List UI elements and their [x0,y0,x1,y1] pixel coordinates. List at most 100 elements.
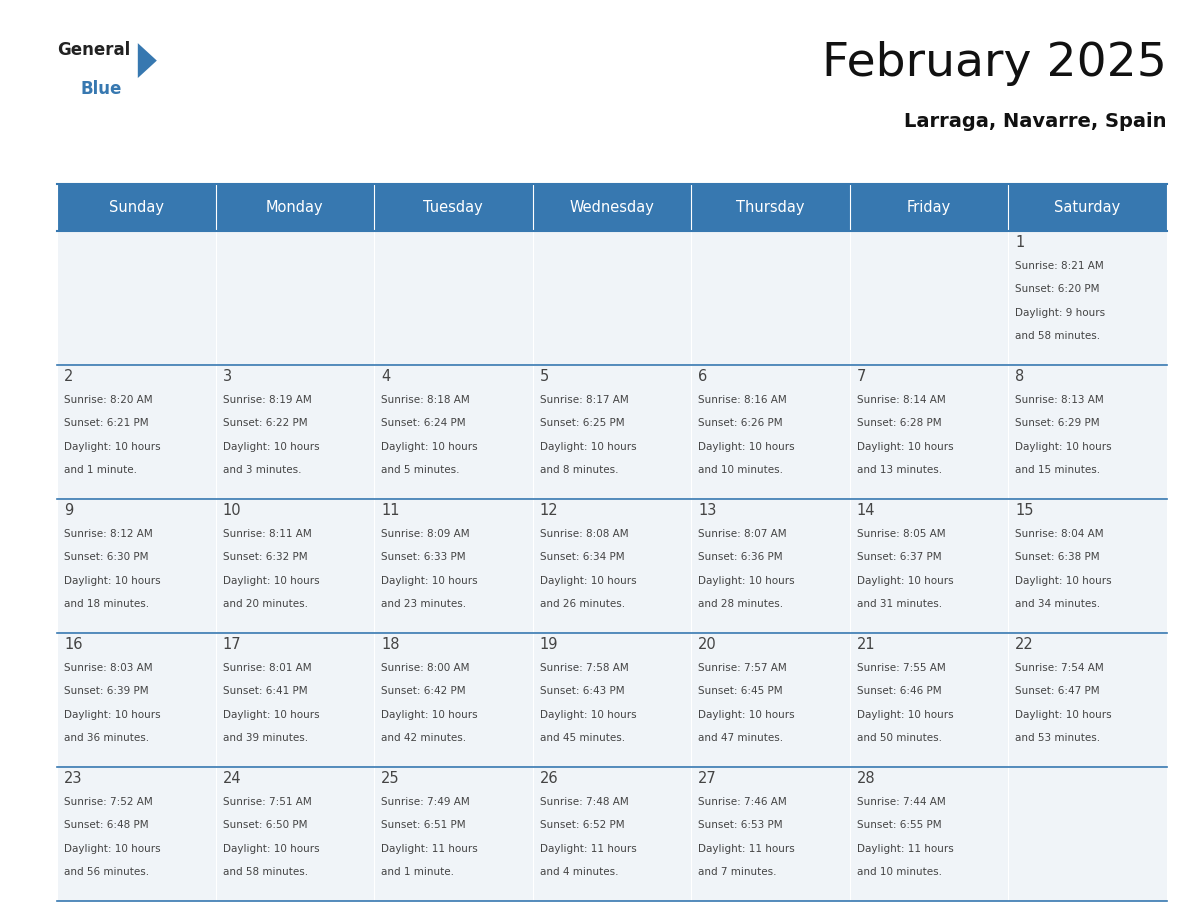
Bar [849,365,1009,499]
Text: and 26 minutes.: and 26 minutes. [539,599,625,610]
Text: Sunset: 6:24 PM: Sunset: 6:24 PM [381,419,466,429]
Text: 25: 25 [381,771,400,786]
Text: and 7 minutes.: and 7 minutes. [699,868,777,878]
Bar [691,767,849,901]
Text: Daylight: 10 hours: Daylight: 10 hours [857,710,953,720]
Text: Daylight: 10 hours: Daylight: 10 hours [64,710,160,720]
Text: Sunset: 6:55 PM: Sunset: 6:55 PM [857,821,941,831]
Text: 21: 21 [857,637,876,652]
Bar [1009,184,1167,231]
Text: Sunrise: 8:13 AM: Sunrise: 8:13 AM [1016,395,1104,405]
Text: 6: 6 [699,369,708,384]
Text: Sunrise: 7:54 AM: Sunrise: 7:54 AM [1016,663,1104,673]
Text: Daylight: 11 hours: Daylight: 11 hours [857,844,954,854]
Text: Tuesday: Tuesday [423,200,484,215]
Text: Sunset: 6:50 PM: Sunset: 6:50 PM [222,821,308,831]
Text: Wednesday: Wednesday [569,200,655,215]
Text: Larraga, Navarre, Spain: Larraga, Navarre, Spain [904,112,1167,131]
Text: and 23 minutes.: and 23 minutes. [381,599,467,610]
Text: 19: 19 [539,637,558,652]
Text: Sunset: 6:34 PM: Sunset: 6:34 PM [539,553,625,563]
Text: and 47 minutes.: and 47 minutes. [699,733,783,744]
Text: Sunrise: 7:52 AM: Sunrise: 7:52 AM [64,797,153,807]
Text: 26: 26 [539,771,558,786]
Text: Monday: Monday [266,200,323,215]
Text: 15: 15 [1016,503,1034,518]
Bar [1009,231,1167,365]
Text: Sunrise: 8:21 AM: Sunrise: 8:21 AM [1016,261,1104,271]
Bar [691,499,849,633]
Text: Sunset: 6:43 PM: Sunset: 6:43 PM [539,687,625,697]
Bar [691,633,849,767]
Text: and 36 minutes.: and 36 minutes. [64,733,150,744]
Text: and 20 minutes.: and 20 minutes. [222,599,308,610]
Bar [849,184,1009,231]
Bar [215,633,374,767]
Bar [215,365,374,499]
Text: and 5 minutes.: and 5 minutes. [381,465,460,476]
Bar [215,767,374,901]
Text: Sunset: 6:52 PM: Sunset: 6:52 PM [539,821,625,831]
Text: and 18 minutes.: and 18 minutes. [64,599,150,610]
Text: Daylight: 10 hours: Daylight: 10 hours [857,442,953,452]
Text: and 56 minutes.: and 56 minutes. [64,868,150,878]
Text: Sunday: Sunday [109,200,164,215]
Bar [374,365,532,499]
Bar [1009,365,1167,499]
Polygon shape [138,43,157,78]
Text: 10: 10 [222,503,241,518]
Text: 3: 3 [222,369,232,384]
Text: and 8 minutes.: and 8 minutes. [539,465,618,476]
Bar [374,499,532,633]
Bar [849,633,1009,767]
Text: Sunset: 6:28 PM: Sunset: 6:28 PM [857,419,941,429]
Text: Sunrise: 8:11 AM: Sunrise: 8:11 AM [222,529,311,539]
Text: and 58 minutes.: and 58 minutes. [1016,331,1100,341]
Text: Sunrise: 8:20 AM: Sunrise: 8:20 AM [64,395,153,405]
Bar [532,767,691,901]
Text: Daylight: 10 hours: Daylight: 10 hours [699,710,795,720]
Bar [691,231,849,365]
Text: 28: 28 [857,771,876,786]
Text: Daylight: 10 hours: Daylight: 10 hours [539,576,637,586]
Text: 18: 18 [381,637,399,652]
Text: Daylight: 10 hours: Daylight: 10 hours [381,576,478,586]
Text: Daylight: 10 hours: Daylight: 10 hours [539,710,637,720]
Bar [1009,767,1167,901]
Text: 23: 23 [64,771,83,786]
Text: and 13 minutes.: and 13 minutes. [857,465,942,476]
Text: Sunrise: 7:55 AM: Sunrise: 7:55 AM [857,663,946,673]
Text: Sunset: 6:30 PM: Sunset: 6:30 PM [64,553,148,563]
Text: Sunset: 6:26 PM: Sunset: 6:26 PM [699,419,783,429]
Text: Sunset: 6:48 PM: Sunset: 6:48 PM [64,821,148,831]
Text: Sunrise: 7:49 AM: Sunrise: 7:49 AM [381,797,470,807]
Text: and 1 minute.: and 1 minute. [381,868,454,878]
Text: and 10 minutes.: and 10 minutes. [857,868,942,878]
Text: Daylight: 10 hours: Daylight: 10 hours [64,844,160,854]
Text: Sunset: 6:21 PM: Sunset: 6:21 PM [64,419,148,429]
Text: Sunrise: 8:16 AM: Sunrise: 8:16 AM [699,395,786,405]
Bar [57,767,215,901]
Text: Daylight: 10 hours: Daylight: 10 hours [222,442,320,452]
Text: Sunrise: 8:01 AM: Sunrise: 8:01 AM [222,663,311,673]
Text: and 50 minutes.: and 50 minutes. [857,733,942,744]
Text: and 1 minute.: and 1 minute. [64,465,137,476]
Text: Sunset: 6:53 PM: Sunset: 6:53 PM [699,821,783,831]
Text: Daylight: 10 hours: Daylight: 10 hours [64,576,160,586]
Bar [374,184,532,231]
Text: and 3 minutes.: and 3 minutes. [222,465,302,476]
Text: and 10 minutes.: and 10 minutes. [699,465,783,476]
Text: 24: 24 [222,771,241,786]
Bar [57,184,215,231]
Text: Daylight: 9 hours: Daylight: 9 hours [1016,308,1105,318]
Bar [1009,499,1167,633]
Text: Sunset: 6:38 PM: Sunset: 6:38 PM [1016,553,1100,563]
Text: and 31 minutes.: and 31 minutes. [857,599,942,610]
Text: and 28 minutes.: and 28 minutes. [699,599,783,610]
Bar [1009,633,1167,767]
Text: and 39 minutes.: and 39 minutes. [222,733,308,744]
Text: 11: 11 [381,503,399,518]
Text: Saturday: Saturday [1054,200,1120,215]
Bar [374,767,532,901]
Text: and 15 minutes.: and 15 minutes. [1016,465,1100,476]
